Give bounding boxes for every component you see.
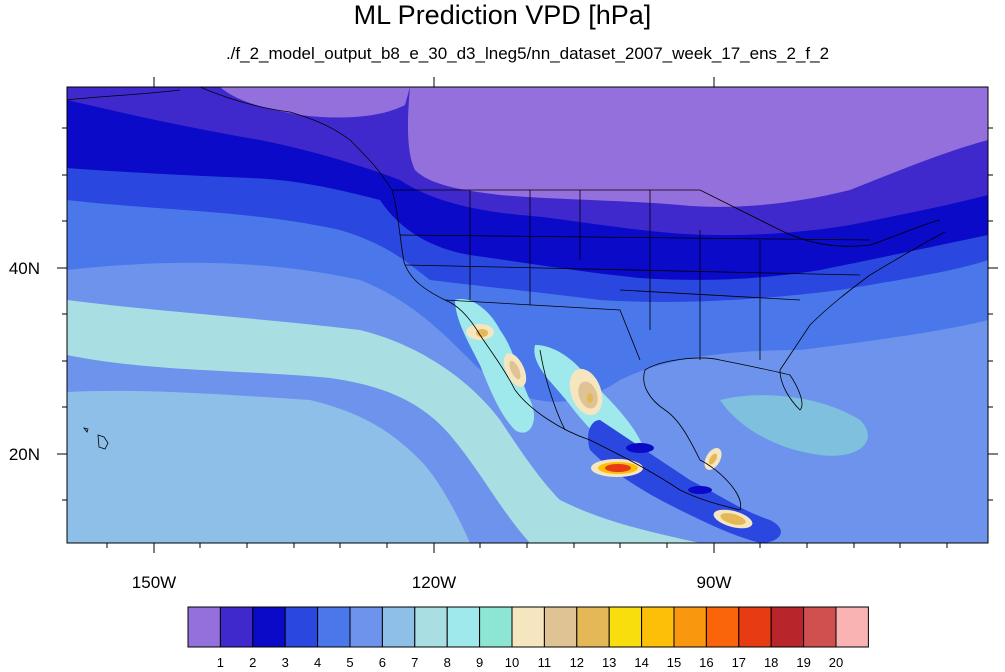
colorbar-swatch <box>511 606 545 648</box>
colorbar-tick-label: 2 <box>249 655 257 670</box>
colorbar-swatch <box>770 606 805 648</box>
colorbar-tick-label: 8 <box>443 655 451 670</box>
colorbar-tick-label: 5 <box>346 655 354 670</box>
colorbar-tick-label: 16 <box>699 655 714 670</box>
colorbar-tick-label: 10 <box>504 655 520 670</box>
colorbar-swatch <box>446 606 481 648</box>
colorbar-tick-label: 6 <box>378 655 386 670</box>
colorbar-tick-label: 3 <box>281 655 289 670</box>
colorbar-swatch <box>543 606 578 648</box>
colorbar-tick-label: 20 <box>828 655 844 670</box>
colorbar-swatch <box>219 606 254 648</box>
colorbar-swatch <box>738 606 772 648</box>
lon-label-150w: 150W <box>131 573 177 592</box>
colorbar-swatch <box>835 606 869 648</box>
lat-label-40n: 40N <box>8 259 40 278</box>
lon-label-120w: 120W <box>411 573 457 592</box>
colorbar-swatch <box>284 606 319 648</box>
colorbar-swatch <box>705 606 740 648</box>
colorbar-swatch <box>803 606 837 648</box>
map-field <box>67 87 988 543</box>
plot-title: ML Prediction VPD [hPa] <box>353 0 652 30</box>
colorbar-tick-label: 12 <box>569 655 585 670</box>
colorbar-swatch <box>381 606 416 648</box>
colorbar-swatch <box>414 606 448 648</box>
colorbar-tick-label: 19 <box>796 655 811 670</box>
colorbar-swatch <box>252 606 286 648</box>
lat-label-20n: 20N <box>8 445 40 464</box>
colorbar-tick-label: 17 <box>731 655 747 670</box>
lon-label-90w: 90W <box>696 573 732 592</box>
colorbar-tick-label: 14 <box>634 655 649 670</box>
colorbar-tick-label: 18 <box>763 655 779 670</box>
colorbar-tick-label: 11 <box>537 655 552 670</box>
colorbar-swatch <box>349 606 383 648</box>
colorbar-tick-label: 4 <box>313 655 322 670</box>
colorbar-swatch <box>673 606 707 648</box>
colorbar-swatch <box>187 606 221 648</box>
colorbar-swatch <box>479 606 513 648</box>
colorbar <box>187 606 869 648</box>
colorbar-tick-label: 15 <box>666 655 682 670</box>
colorbar-swatch <box>576 606 610 648</box>
colorbar-tick-label: 1 <box>216 655 224 670</box>
colorbar-tick-label: 13 <box>601 655 617 670</box>
colorbar-swatch <box>608 606 643 648</box>
colorbar-tick-label: 7 <box>411 655 419 670</box>
colorbar-tick-label: 9 <box>475 655 484 670</box>
colorbar-swatch <box>641 606 675 648</box>
colorbar-swatch <box>317 606 351 648</box>
plot-subtitle: ./f_2_model_output_b8_e_30_d3_lneg5/nn_d… <box>225 44 830 63</box>
